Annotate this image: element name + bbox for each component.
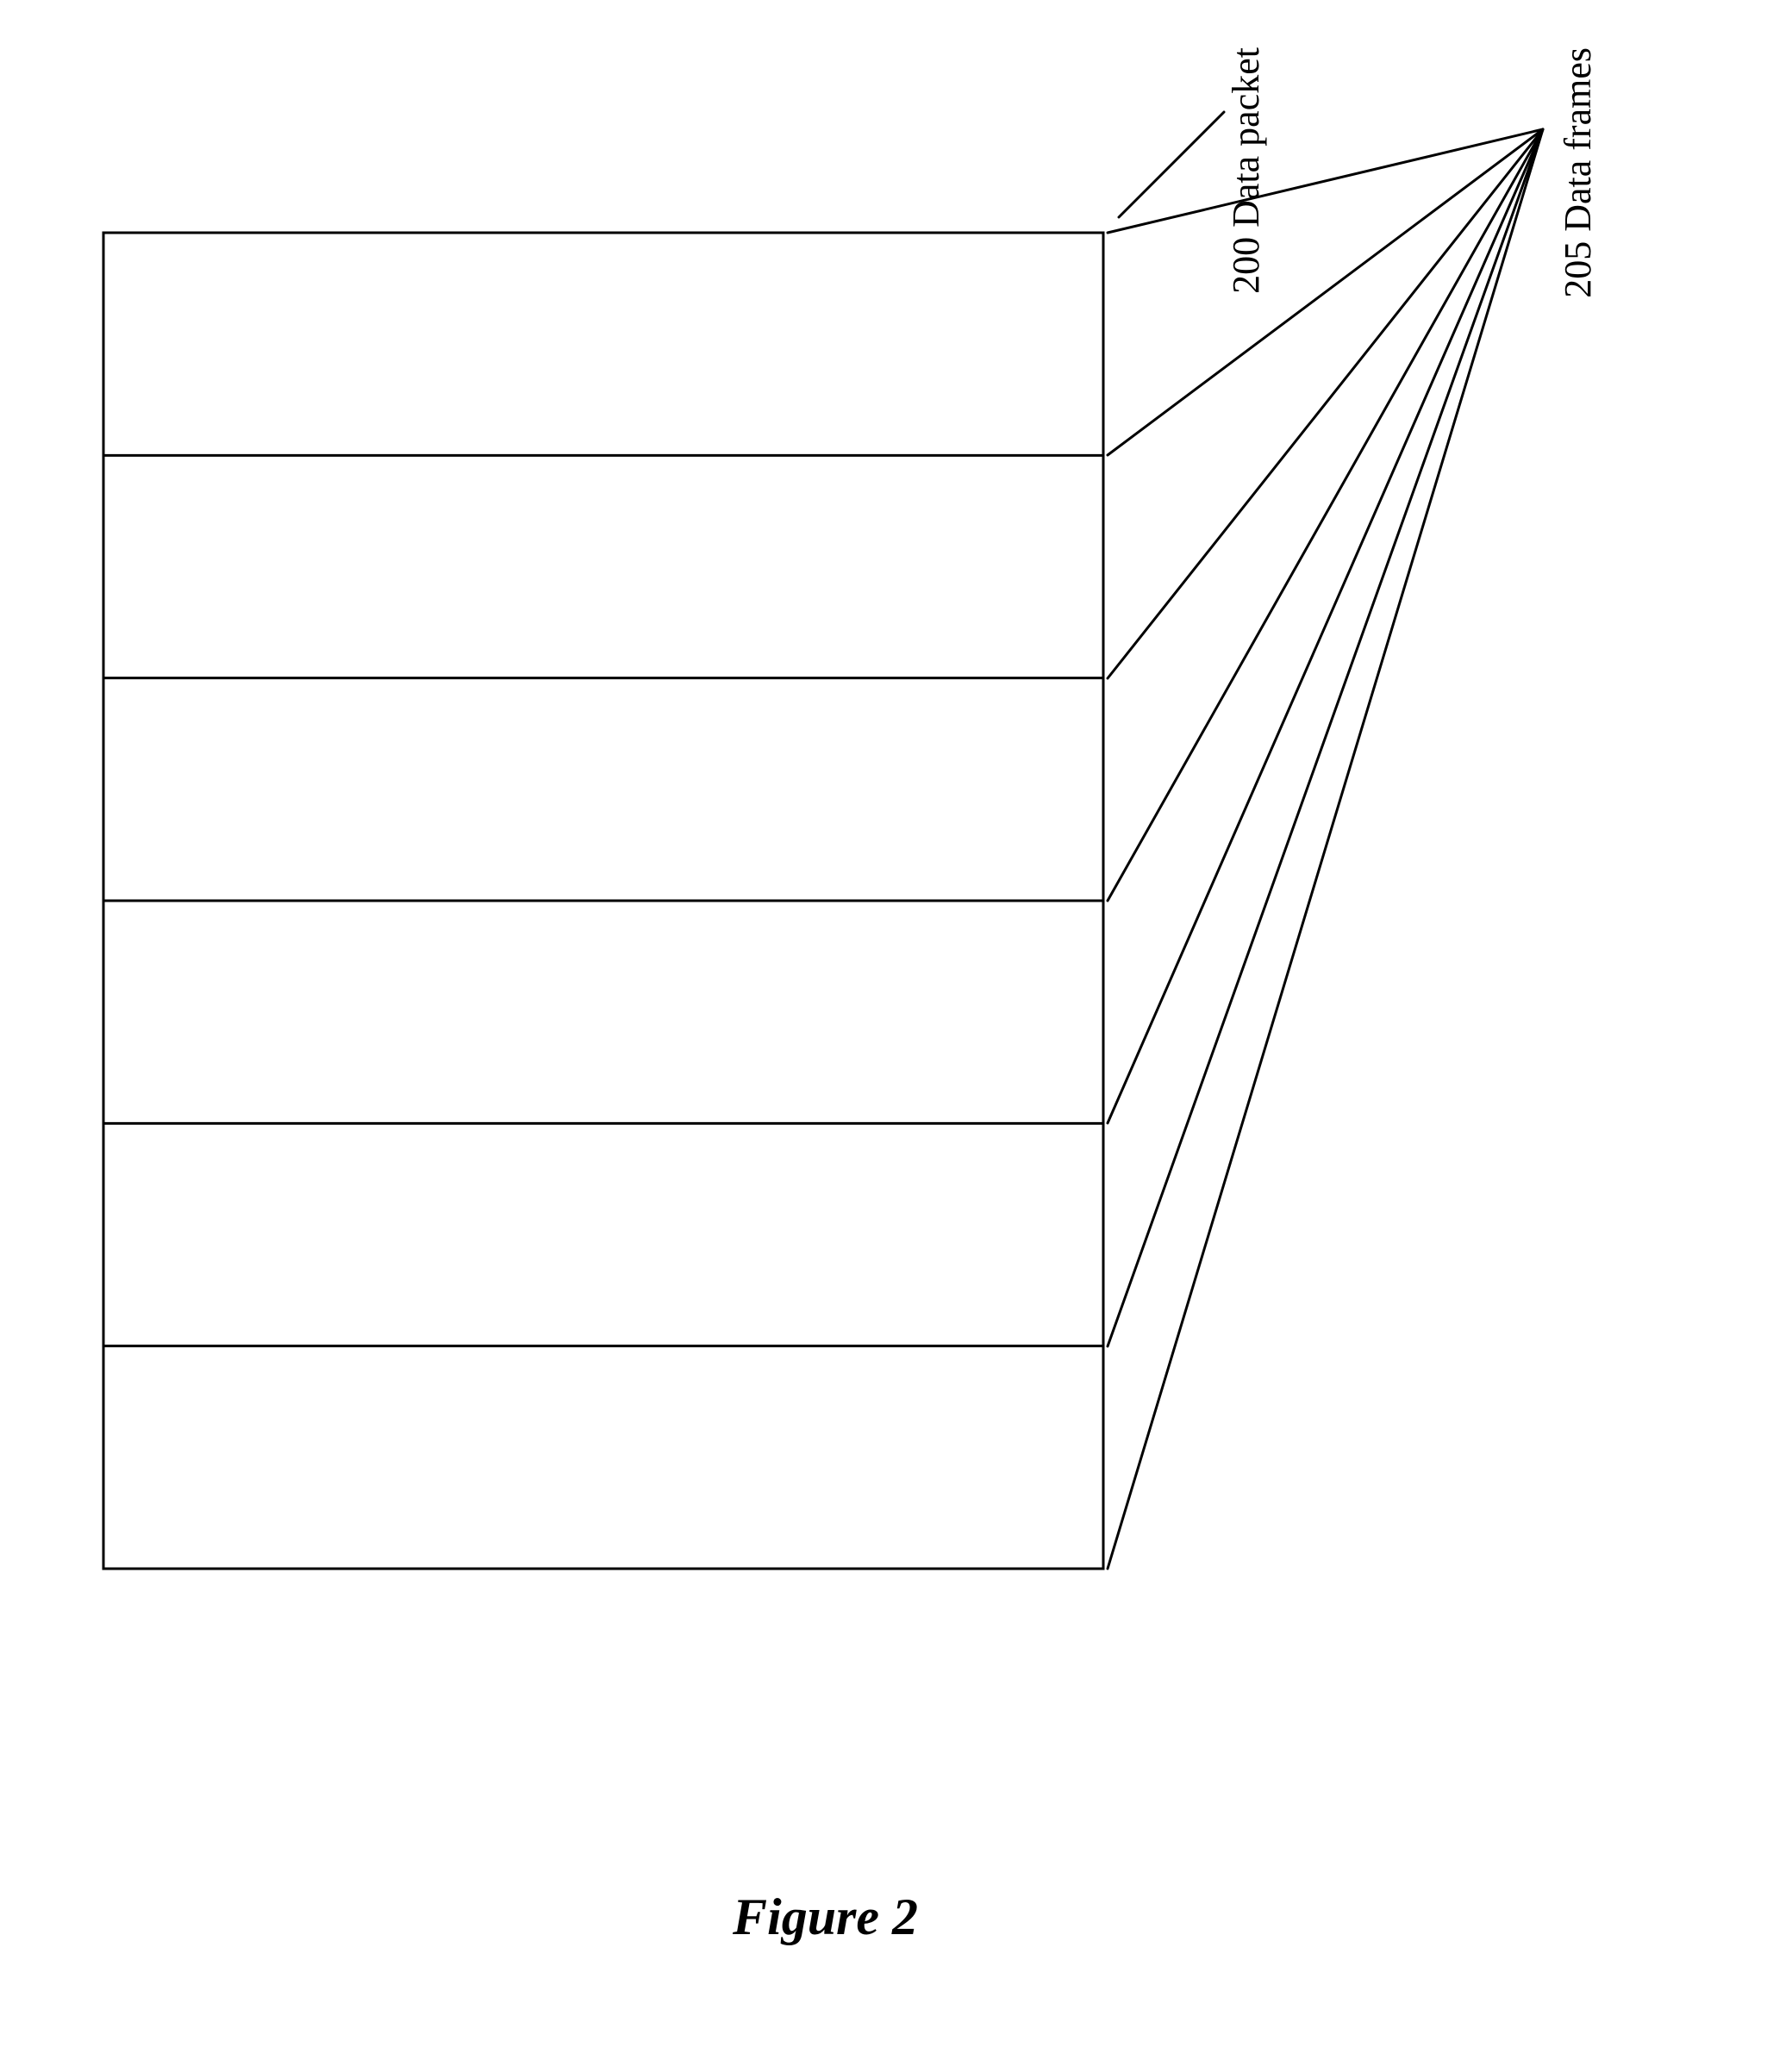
figure-2-diagram: 200 Data packet 205 Data frames Figure 2 (0, 0, 1792, 2066)
diagram-svg (0, 0, 1792, 2066)
frames-label: 205 Data frames (1556, 47, 1600, 298)
figure-caption: Figure 2 (733, 1888, 918, 1947)
packet-label: 200 Data packet (1224, 47, 1268, 294)
